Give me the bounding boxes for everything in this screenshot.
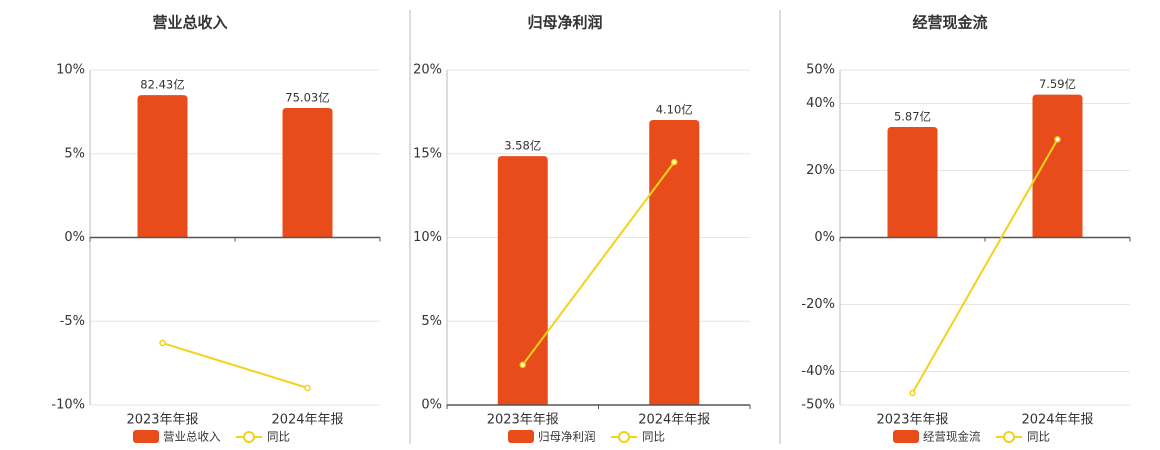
y-tick-label: 0%: [421, 398, 442, 413]
y-tick-label: 40%: [806, 96, 835, 111]
legend-label: 经营现金流: [923, 430, 981, 444]
line: [521, 161, 676, 366]
legend-label: 同比: [267, 430, 290, 444]
legend-label: 归母净利润: [538, 430, 596, 444]
y-tick-label: 15%: [413, 146, 442, 161]
y-tick-label: 5%: [64, 146, 85, 161]
y-tick-label: 10%: [56, 63, 85, 78]
chart-title: 经营现金流: [912, 14, 987, 32]
line-point: [304, 384, 311, 392]
y-tick-label: 5%: [421, 314, 442, 329]
legend-swatch: [893, 430, 919, 443]
bar: [137, 95, 188, 238]
legend-label: 营业总收入: [163, 430, 221, 444]
legend-label: 同比: [1027, 430, 1050, 444]
line-point: [1054, 136, 1061, 143]
y-tick-label: -20%: [801, 297, 835, 312]
chart-title: 归母净利润: [527, 14, 602, 32]
y-tick-label: 0%: [814, 230, 835, 245]
x-tick-label: 2024年年报: [1021, 413, 1093, 428]
legend-label: 同比: [642, 430, 665, 444]
x-tick-label: 2024年年报: [271, 413, 343, 428]
y-tick-label: -10%: [51, 398, 85, 413]
x-tick-label: 2023年年报: [126, 413, 198, 428]
line: [162, 342, 308, 389]
legend-swatch: [618, 431, 630, 443]
y-tick-label: -40%: [801, 364, 835, 379]
line-point: [909, 389, 916, 397]
data-label: 75.03亿: [285, 90, 329, 104]
legend-swatch: [243, 431, 255, 443]
bar: [887, 127, 938, 238]
data-label: 82.43亿: [140, 78, 184, 92]
data-label: 3.58亿: [504, 139, 541, 153]
x-tick-label: 2023年年报: [876, 413, 948, 428]
y-tick-label: 0%: [64, 230, 85, 245]
y-tick-label: -5%: [60, 314, 85, 329]
line-point: [159, 339, 166, 347]
line: [911, 138, 1059, 394]
bar: [497, 156, 548, 405]
bar: [649, 120, 700, 405]
x-tick-label: 2023年年报: [487, 413, 559, 428]
y-tick-label: 20%: [413, 63, 442, 78]
chart-title: 营业总收入: [152, 14, 227, 32]
legend-swatch: [133, 430, 159, 443]
bar: [1032, 94, 1083, 238]
y-tick-label: 50%: [806, 63, 835, 78]
line-point: [671, 158, 678, 166]
bar: [282, 107, 333, 238]
y-tick-label: 20%: [806, 163, 835, 178]
y-tick-label: -50%: [801, 398, 835, 413]
y-tick-label: 10%: [413, 230, 442, 245]
x-tick-label: 2024年年报: [638, 413, 710, 428]
legend-swatch: [508, 430, 534, 443]
line-point: [519, 361, 526, 369]
data-label: 5.87亿: [894, 110, 931, 124]
data-label: 7.59亿: [1039, 77, 1076, 91]
legend-swatch: [1003, 431, 1015, 443]
data-label: 4.10亿: [656, 103, 693, 117]
